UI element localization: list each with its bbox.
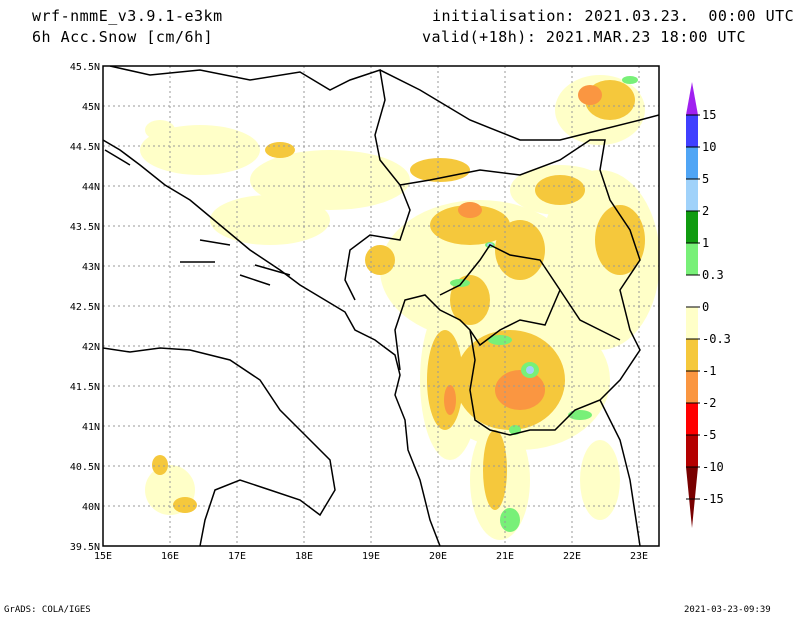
lat-label: 40.5N <box>70 462 100 473</box>
coastlines-borders <box>103 66 659 546</box>
colorbar-segment <box>686 243 698 275</box>
colorbar-label: 5 <box>702 172 709 186</box>
lat-axis: 45.5N 45N 44.5N 44N 43.5N 43N 42.5N 42N … <box>70 62 100 553</box>
colorbar-label: -2 <box>702 396 716 410</box>
lon-label: 20E <box>429 551 447 562</box>
colorbar-label: 0.3 <box>702 268 724 282</box>
colorbar-label: 2 <box>702 204 709 218</box>
variable-title: 6h Acc.Snow [cm/6h] <box>32 28 214 46</box>
lat-label: 41.5N <box>70 382 100 393</box>
colorbar-label: 1 <box>702 236 709 250</box>
colorbar-segment <box>686 371 698 403</box>
colorbar-top-arrow <box>686 82 698 115</box>
lon-label: 19E <box>362 551 380 562</box>
lat-label: 45N <box>82 102 100 113</box>
colorbar-label: -0.3 <box>702 332 731 346</box>
lat-label: 42N <box>82 342 100 353</box>
lat-label: 40N <box>82 502 100 513</box>
lat-label: 39.5N <box>70 542 100 553</box>
colorbar-segment <box>686 147 698 179</box>
colorbar-label: -5 <box>702 428 716 442</box>
valid-time: valid(+18h): 2021.MAR.23 18:00 UTC <box>422 28 747 46</box>
lat-label: 42.5N <box>70 302 100 313</box>
colorbar-segment <box>686 211 698 243</box>
lat-label: 45.5N <box>70 62 100 73</box>
graticule <box>103 66 659 546</box>
colorbar-label: -1 <box>702 364 716 378</box>
lon-label: 21E <box>496 551 514 562</box>
lon-label: 16E <box>161 551 179 562</box>
colorbar-segment <box>686 179 698 211</box>
lon-label: 18E <box>295 551 313 562</box>
model-title: wrf-nmmE_v3.9.1-e3km <box>32 7 223 25</box>
lat-label: 41N <box>82 422 100 433</box>
lon-label: 22E <box>563 551 581 562</box>
colorbar-segment <box>686 275 698 307</box>
footer-timestamp: 2021-03-23-09:39 <box>684 605 771 615</box>
colorbar-label: 15 <box>702 108 716 122</box>
colorbar-segment <box>686 403 698 435</box>
colorbar-label: 10 <box>702 140 716 154</box>
colorbar-segment <box>686 115 698 147</box>
colorbar-segment <box>686 307 698 339</box>
colorbar: 15 10 5 2 1 0.3 0 -0.3 -1 -2 -5 -10 -15 <box>686 82 731 528</box>
lon-label: 15E <box>94 551 112 562</box>
lat-label: 44.5N <box>70 142 100 153</box>
lat-label: 43N <box>82 262 100 273</box>
lon-axis: 15E 16E 17E 18E 19E 20E 21E 22E 23E <box>94 551 648 562</box>
snow-field <box>103 66 659 546</box>
colorbar-label: -10 <box>702 460 724 474</box>
colorbar-segment <box>686 435 698 467</box>
initialisation-time: initialisation: 2021.03.23. 00:00 UTC <box>432 7 795 25</box>
colorbar-segment <box>686 339 698 371</box>
lon-label: 17E <box>228 551 246 562</box>
lat-label: 44N <box>82 182 100 193</box>
footer-credit: GrADS: COLA/IGES <box>4 605 91 615</box>
map-frame <box>102 65 660 547</box>
lat-label: 43.5N <box>70 222 100 233</box>
lon-label: 23E <box>630 551 648 562</box>
colorbar-label: -15 <box>702 492 724 506</box>
colorbar-label: 0 <box>702 300 709 314</box>
colorbar-bottom-arrow <box>686 467 698 528</box>
